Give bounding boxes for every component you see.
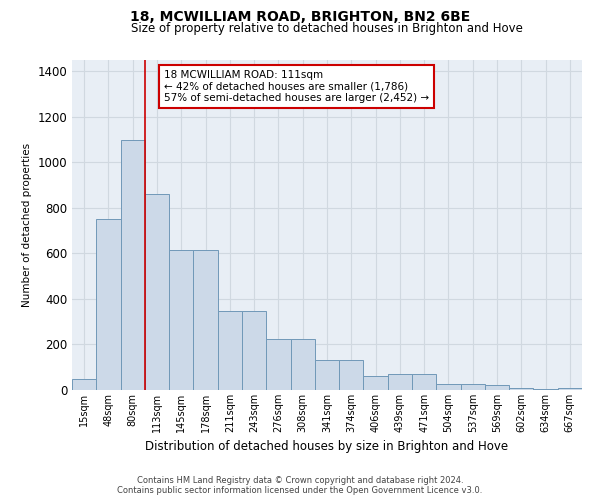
Text: Contains HM Land Registry data © Crown copyright and database right 2024.
Contai: Contains HM Land Registry data © Crown c… xyxy=(118,476,482,495)
Bar xyxy=(412,374,436,390)
Text: 18, MCWILLIAM ROAD, BRIGHTON, BN2 6BE: 18, MCWILLIAM ROAD, BRIGHTON, BN2 6BE xyxy=(130,10,470,24)
Bar xyxy=(485,386,509,390)
Bar xyxy=(169,250,193,390)
Bar xyxy=(193,250,218,390)
Bar xyxy=(290,339,315,390)
Bar xyxy=(461,384,485,390)
Bar xyxy=(218,312,242,390)
Text: 18 MCWILLIAM ROAD: 111sqm
← 42% of detached houses are smaller (1,786)
57% of se: 18 MCWILLIAM ROAD: 111sqm ← 42% of detac… xyxy=(164,70,429,103)
Bar xyxy=(96,220,121,390)
Bar xyxy=(315,360,339,390)
Bar xyxy=(121,140,145,390)
Title: Size of property relative to detached houses in Brighton and Hove: Size of property relative to detached ho… xyxy=(131,22,523,35)
Bar xyxy=(533,389,558,390)
Bar xyxy=(558,388,582,390)
Bar xyxy=(364,376,388,390)
Y-axis label: Number of detached properties: Number of detached properties xyxy=(22,143,32,307)
X-axis label: Distribution of detached houses by size in Brighton and Hove: Distribution of detached houses by size … xyxy=(145,440,509,454)
Bar xyxy=(509,388,533,390)
Bar xyxy=(242,312,266,390)
Bar xyxy=(145,194,169,390)
Bar xyxy=(72,378,96,390)
Bar xyxy=(266,339,290,390)
Bar xyxy=(436,384,461,390)
Bar xyxy=(339,360,364,390)
Bar xyxy=(388,374,412,390)
